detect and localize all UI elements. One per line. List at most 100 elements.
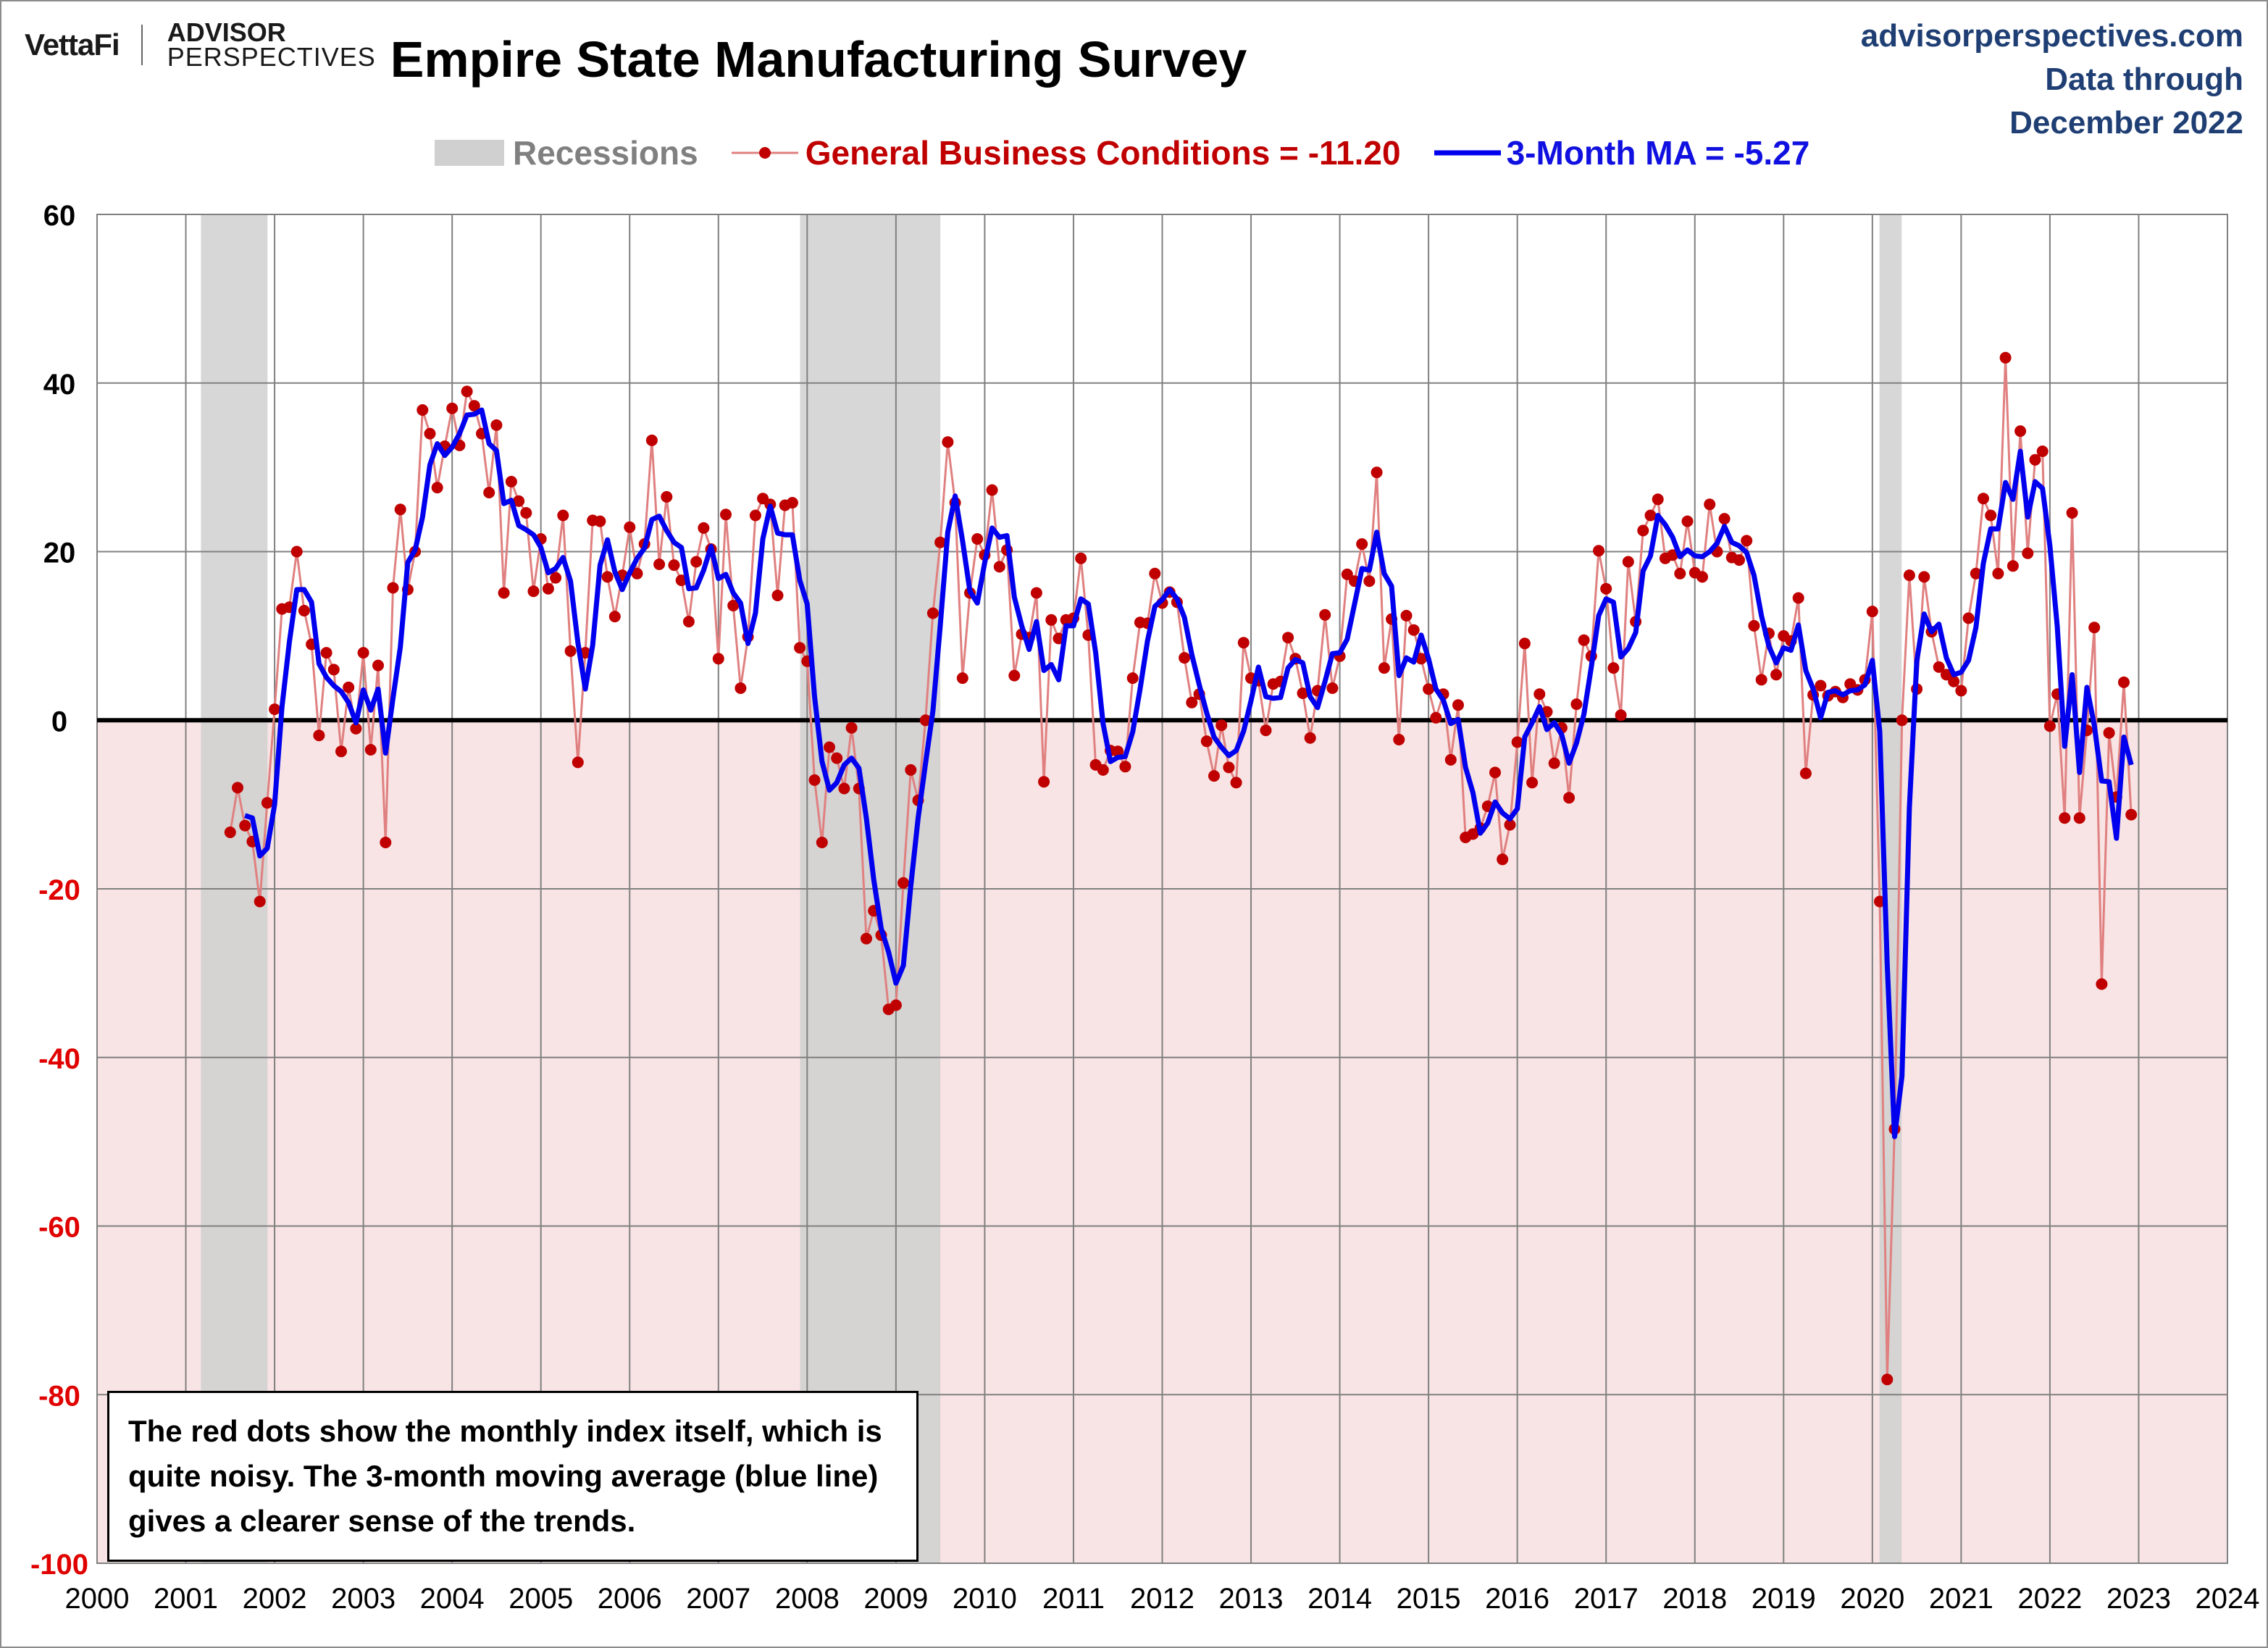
gbc-data-point — [2029, 453, 2041, 466]
legend-recessions-label: Recessions — [513, 134, 698, 172]
x-tick-label: 2017 — [1574, 1583, 1639, 1615]
ma-series-line — [244, 407, 2134, 1139]
gbc-data-point — [2036, 446, 2049, 457]
gbc-data-point — [2066, 507, 2078, 519]
gbc-data-point — [1341, 568, 1353, 580]
gbc-data-point — [557, 509, 569, 522]
gbc-data-point — [624, 521, 636, 533]
gbc-data-point — [1045, 614, 1058, 626]
gbc-data-point — [1260, 724, 1272, 737]
x-tick-label: 2018 — [1662, 1583, 1727, 1615]
y-tick-label: 0 — [51, 706, 67, 737]
gbc-data-point — [971, 533, 984, 545]
gbc-data-point — [431, 482, 443, 494]
gbc-data-point — [1600, 582, 1612, 595]
gbc-data-point — [1511, 736, 1523, 748]
gbc-data-point — [1326, 682, 1339, 694]
x-tick-label: 2002 — [243, 1583, 307, 1615]
gbc-data-point — [1733, 554, 1745, 566]
gbc-data-point — [468, 400, 480, 412]
vettafi-logo: VettaFi — [25, 28, 120, 62]
gbc-data-point — [550, 572, 562, 584]
source-block: advisorperspectives.com Data through Dec… — [1861, 14, 2243, 145]
gbc-data-point — [956, 672, 968, 685]
gbc-data-point — [387, 582, 399, 594]
gbc-data-point — [320, 647, 332, 659]
gbc-data-point — [2103, 727, 2115, 739]
gbc-data-point — [1097, 764, 1109, 776]
gbc-data-point — [1548, 757, 1560, 769]
gbc-data-point — [394, 503, 406, 516]
gbc-data-point — [290, 545, 303, 558]
gbc-data-point — [934, 536, 947, 548]
legend-recessions: Recessions — [435, 133, 698, 172]
gbc-data-point — [993, 561, 1005, 573]
logo-divider — [141, 25, 143, 65]
gbc-data-point — [838, 782, 850, 795]
gbc-data-point — [1652, 493, 1664, 506]
gbc-data-point — [446, 402, 459, 414]
gbc-data-point — [1363, 575, 1376, 587]
ma-swatch — [1434, 150, 1501, 156]
x-tick-label: 2022 — [2017, 1583, 2082, 1615]
gbc-data-point — [1866, 606, 1878, 618]
gbc-data-point — [2043, 720, 2056, 732]
gbc-data-point — [1119, 761, 1131, 773]
gbc-data-point — [298, 605, 310, 616]
gbc-data-point — [1230, 777, 1242, 789]
gbc-data-point — [1896, 714, 1908, 727]
gbc-data-point — [735, 682, 747, 694]
logo-ap-line1: ADVISOR — [167, 17, 286, 47]
gbc-data-point — [698, 522, 710, 534]
gbc-data-point — [1215, 719, 1228, 732]
gbc-data-point — [232, 782, 243, 794]
gbc-data-point — [1008, 669, 1021, 682]
source-site: advisorperspectives.com — [1860, 18, 2243, 54]
gbc-data-point — [861, 932, 872, 945]
gbc-data-point — [682, 616, 695, 628]
gbc-data-point — [1444, 753, 1457, 766]
gbc-data-point — [1962, 612, 1975, 624]
legend-gbc: General Business Conditions = -11.20 — [730, 133, 1401, 172]
gbc-data-point — [1430, 711, 1442, 724]
gbc-data-point — [653, 559, 666, 570]
gbc-data-point — [424, 427, 436, 440]
gbc-data-point — [1799, 767, 1812, 779]
advisor-perspectives-logo: ADVISOR PERSPECTIVES — [167, 20, 376, 70]
gbc-data-point — [1903, 569, 1915, 582]
gbc-data-point — [786, 497, 798, 509]
gbc-data-point — [1497, 853, 1509, 866]
gbc-data-point — [1933, 661, 1945, 673]
gbc-data-point — [926, 607, 939, 619]
gbc-data-point — [808, 774, 821, 786]
legend: Recessions General Business Conditions =… — [435, 133, 1841, 172]
gbc-data-point — [542, 582, 554, 595]
gbc-data-point — [1038, 776, 1050, 788]
gbc-data-point — [986, 484, 998, 496]
gbc-data-point — [771, 590, 784, 601]
gbc-data-point — [1667, 549, 1679, 561]
gbc-data-point — [2073, 812, 2085, 824]
gbc-data-point — [239, 819, 251, 832]
gbc-data-point — [2118, 676, 2130, 688]
gbc-data-point — [1030, 587, 1042, 599]
gbc-data-point — [1452, 699, 1464, 711]
gbc-data-point — [1407, 624, 1420, 636]
x-tick-label: 2005 — [509, 1583, 573, 1615]
gbc-data-point — [601, 571, 614, 583]
x-tick-label: 2001 — [154, 1583, 218, 1615]
gbc-data-point — [1112, 745, 1124, 758]
gbc-data-point — [645, 434, 658, 446]
gbc-data-point — [690, 556, 703, 568]
legend-gbc-label: General Business Conditions = -11.20 — [805, 134, 1401, 172]
gbc-data-point — [831, 752, 843, 764]
gbc-data-point — [1578, 634, 1590, 646]
gbc-data-point — [1593, 545, 1604, 557]
gbc-data-point — [1985, 509, 1997, 522]
gbc-data-point — [1755, 674, 1767, 686]
gbc-data-point — [350, 722, 362, 735]
gbc-data-point — [1504, 819, 1516, 831]
gbc-data-point — [1615, 709, 1627, 721]
gbc-data-point — [1378, 662, 1390, 674]
